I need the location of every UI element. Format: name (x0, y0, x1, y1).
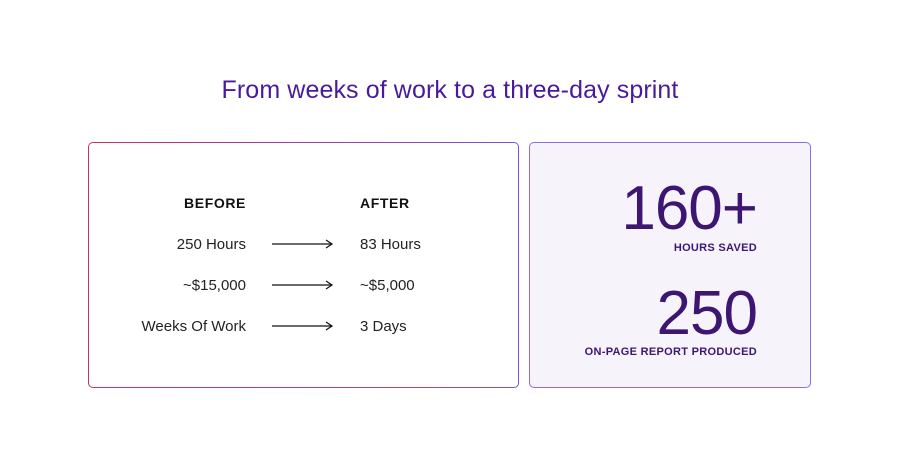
right-arrow-icon (272, 321, 334, 331)
hours-saved-stat: 160+ (621, 174, 758, 243)
page-title: From weeks of work to a three-day sprint (221, 76, 679, 104)
before-header: BEFORE (184, 195, 246, 211)
comparison-card (88, 142, 519, 388)
before-value-time: Weeks Of Work (141, 318, 246, 335)
right-arrow-icon (272, 280, 334, 290)
reports-produced-stat: 250 (656, 279, 758, 348)
before-value-cost: ~$15,000 (183, 277, 246, 294)
hours-saved-label: HOURS SAVED (673, 242, 757, 254)
stats-card (529, 142, 811, 388)
after-value-time: 3 Days (360, 318, 407, 335)
after-header: AFTER (360, 195, 410, 211)
reports-produced-label: ON-PAGE REPORT PRODUCED (584, 346, 757, 358)
after-value-cost: ~$5,000 (360, 277, 415, 294)
after-value-hours: 83 Hours (360, 236, 421, 253)
right-arrow-icon (272, 239, 334, 249)
before-value-hours: 250 Hours (176, 236, 246, 253)
